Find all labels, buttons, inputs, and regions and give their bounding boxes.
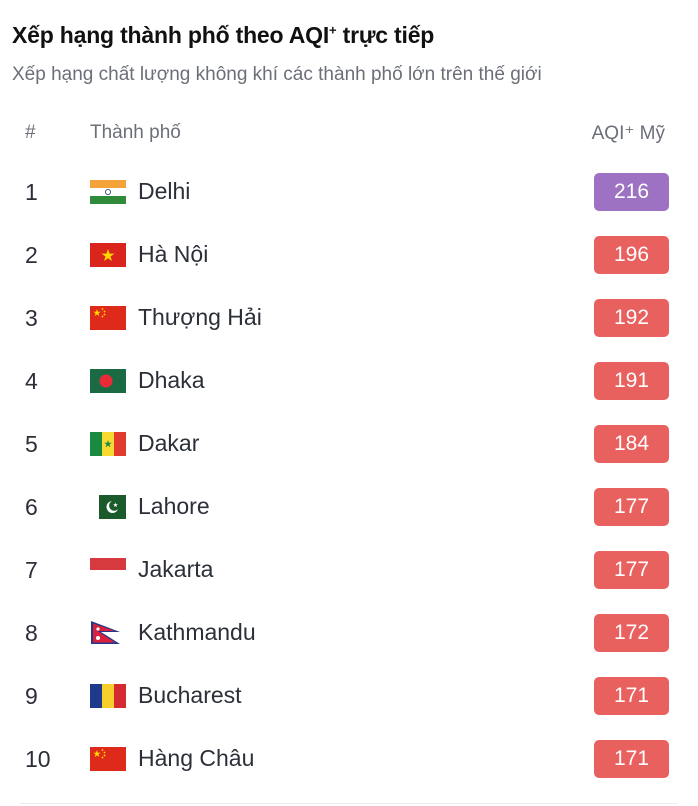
rank-number: 6 (25, 494, 38, 520)
page-title-sup: + (329, 22, 337, 38)
aqi-badge: 171 (594, 677, 669, 715)
city-name-link[interactable]: Hà Nội (138, 241, 209, 267)
rank-number: 4 (25, 368, 38, 394)
city-row[interactable]: 6 Lahore 177 (0, 476, 698, 539)
divider (20, 803, 678, 804)
rank-number: 2 (25, 242, 38, 268)
aqi-badge: 172 (594, 614, 669, 652)
rank-number: 10 (25, 746, 51, 772)
city-name-link[interactable]: Kathmandu (138, 619, 256, 645)
page-title-main: Xếp hạng thành phố theo AQI (12, 22, 330, 48)
vietnam-flag-icon (90, 243, 126, 267)
page-title: Xếp hạng thành phố theo AQI+ trực tiếp (12, 22, 434, 49)
city-name-link[interactable]: Thượng Hải (138, 304, 262, 330)
rank-number: 7 (25, 557, 38, 583)
city-row[interactable]: 5 Dakar 184 (0, 413, 698, 476)
city-row[interactable]: 8 Kathmandu 172 (0, 602, 698, 665)
aqi-badge: 196 (594, 236, 669, 274)
city-name-link[interactable]: Bucharest (138, 682, 242, 708)
india-flag-icon (90, 180, 126, 204)
column-header-city: Thành phố (90, 122, 181, 143)
rank-number: 1 (25, 179, 38, 205)
city-name-link[interactable]: Dakar (138, 430, 200, 456)
aqi-badge: 171 (594, 740, 669, 778)
page-subtitle: Xếp hạng chất lượng không khí các thành … (12, 64, 542, 85)
rank-number: 8 (25, 620, 38, 646)
rank-number: 9 (25, 683, 38, 709)
page-title-tail: trực tiếp (336, 22, 435, 48)
city-row[interactable]: 4 Dhaka 191 (0, 350, 698, 413)
aqi-badge: 177 (594, 551, 669, 589)
aqi-badge: 191 (594, 362, 669, 400)
city-name-link[interactable]: Lahore (138, 493, 210, 519)
romania-flag-icon (90, 684, 126, 708)
city-row[interactable]: 3 Thượng Hải 192 (0, 287, 698, 350)
table-header: # Thành phố AQI⁺ Mỹ (0, 120, 698, 150)
city-row[interactable]: 1 Delhi 216 (0, 161, 698, 224)
city-row[interactable]: 10 Hàng Châu 171 (0, 728, 698, 791)
rank-number: 5 (25, 431, 38, 457)
column-header-rank: # (25, 122, 36, 143)
senegal-flag-icon (90, 432, 126, 456)
rank-number: 3 (25, 305, 38, 331)
china-flag-icon (90, 306, 126, 330)
aqi-badge: 177 (594, 488, 669, 526)
bangladesh-flag-icon (90, 369, 126, 393)
city-name-link[interactable]: Jakarta (138, 556, 214, 582)
city-row[interactable]: 9 Bucharest 171 (0, 665, 698, 728)
nepal-flag-icon (90, 621, 126, 645)
city-name-link[interactable]: Delhi (138, 178, 191, 204)
ranking-list: 1 Delhi 216 2 Hà Nội 196 3 Thượng Hải 192 4 Dhaka 1… (0, 161, 698, 791)
aqi-badge: 192 (594, 299, 669, 337)
pakistan-flag-icon (90, 495, 126, 519)
aqi-badge: 216 (594, 173, 669, 211)
column-header-aqi: AQI⁺ Mỹ (591, 123, 665, 144)
city-name-link[interactable]: Hàng Châu (138, 745, 255, 771)
city-row[interactable]: 2 Hà Nội 196 (0, 224, 698, 287)
indonesia-flag-icon (90, 558, 126, 582)
city-name-link[interactable]: Dhaka (138, 367, 205, 393)
city-row[interactable]: 7 Jakarta 177 (0, 539, 698, 602)
china-flag-icon (90, 747, 126, 771)
aqi-badge: 184 (594, 425, 669, 463)
